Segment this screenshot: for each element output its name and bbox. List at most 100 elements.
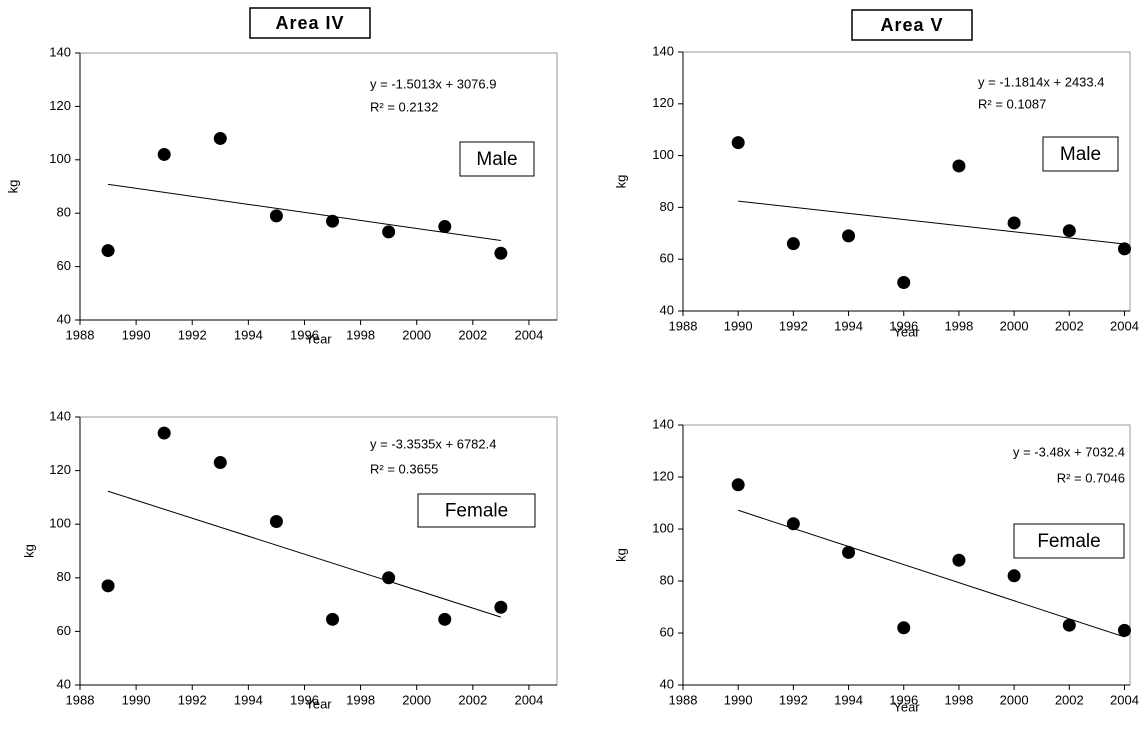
data-point (269, 209, 283, 223)
x-tick-label: 1990 (122, 327, 151, 342)
x-tick-label: 1994 (234, 692, 263, 707)
data-point (731, 478, 745, 492)
y-axis-label: kg (613, 175, 628, 189)
y-tick-label: 60 (57, 623, 71, 638)
x-tick-label: 2004 (514, 692, 543, 707)
x-tick-label: 1990 (122, 692, 151, 707)
x-tick-label: 1996 (290, 327, 319, 342)
r-squared: R² = 0.1087 (978, 96, 1046, 111)
y-tick-label: 140 (49, 408, 71, 423)
data-point (1007, 569, 1021, 583)
y-tick-label: 120 (49, 98, 71, 113)
x-tick-label: 2004 (1110, 318, 1139, 333)
trendline-equation: y = -3.3535x + 6782.4 (370, 436, 496, 451)
data-point (157, 426, 171, 440)
y-tick-label: 60 (660, 251, 674, 266)
annotation-box (1042, 136, 1119, 172)
x-tick-label: 1998 (346, 692, 375, 707)
x-tick-label: 1996 (290, 692, 319, 707)
y-tick-label: 140 (652, 43, 674, 58)
data-point (382, 225, 396, 239)
y-tick-label: 80 (660, 199, 674, 214)
x-tick-label: 1990 (724, 318, 753, 333)
annotation-box (1013, 523, 1125, 559)
data-point (101, 244, 115, 258)
x-tick-label: 2000 (402, 327, 431, 342)
x-tick-label: 1988 (66, 692, 95, 707)
y-tick-label: 40 (57, 676, 71, 691)
data-point (731, 136, 745, 150)
chart-title: Area V (880, 15, 943, 35)
trendline-equation: y = -1.1814x + 2433.4 (978, 74, 1104, 89)
y-tick-label: 60 (57, 258, 71, 273)
x-tick-label: 1988 (669, 692, 698, 707)
data-point (494, 600, 508, 614)
data-point (952, 159, 966, 173)
r-squared: R² = 0.2132 (370, 99, 438, 114)
x-tick-label: 1994 (834, 692, 863, 707)
y-tick-label: 100 (652, 147, 674, 162)
data-point (897, 276, 911, 290)
x-tick-label: 1998 (944, 318, 973, 333)
annotation-box (459, 141, 535, 177)
x-tick-label: 1998 (944, 692, 973, 707)
annotation-box (417, 493, 536, 528)
data-point (842, 229, 856, 243)
r-squared: R² = 0.3655 (370, 461, 438, 476)
y-tick-label: 40 (660, 676, 674, 691)
x-axis-label: Year (893, 699, 920, 714)
data-point (897, 621, 911, 635)
y-tick-label: 120 (652, 95, 674, 110)
y-axis-label: kg (5, 180, 20, 194)
x-axis-label: Year (305, 331, 332, 346)
annotation: Male (476, 149, 517, 170)
trendline (107, 490, 502, 618)
data-point (494, 246, 508, 260)
data-point (1007, 216, 1021, 230)
y-axis-label: kg (613, 548, 628, 562)
x-tick-label: 1992 (779, 692, 808, 707)
x-tick-label: 2002 (1055, 318, 1084, 333)
x-tick-label: 2000 (1000, 692, 1029, 707)
title-box (249, 7, 371, 39)
x-tick-label: 2004 (1110, 692, 1139, 707)
data-point (1062, 224, 1076, 238)
plot-border (79, 52, 558, 321)
x-tick-label: 2000 (1000, 318, 1029, 333)
data-point (157, 147, 171, 161)
x-axis-label: Year (893, 324, 920, 339)
plot-border (79, 416, 558, 686)
x-tick-label: 1998 (346, 327, 375, 342)
y-tick-label: 140 (652, 416, 674, 431)
y-tick-label: 40 (57, 311, 71, 326)
y-tick-label: 120 (49, 462, 71, 477)
y-tick-label: 80 (57, 569, 71, 584)
x-tick-label: 2000 (402, 692, 431, 707)
x-tick-label: 1992 (779, 318, 808, 333)
x-tick-label: 1994 (234, 327, 263, 342)
x-tick-label: 1988 (66, 327, 95, 342)
y-tick-label: 40 (660, 302, 674, 317)
data-point (326, 214, 340, 228)
y-tick-label: 100 (652, 520, 674, 535)
trendline-equation: y = -3.48x + 7032.4 (1013, 444, 1125, 459)
y-tick-label: 80 (57, 205, 71, 220)
trendline (738, 509, 1125, 638)
data-point (213, 131, 227, 145)
x-tick-label: 1992 (178, 327, 207, 342)
chart-title: Area IV (275, 13, 344, 33)
y-tick-label: 120 (652, 468, 674, 483)
x-tick-label: 1990 (724, 692, 753, 707)
data-point (786, 237, 800, 251)
data-point (1117, 242, 1131, 256)
x-tick-label: 1996 (889, 692, 918, 707)
r-squared: R² = 0.7046 (1057, 470, 1125, 485)
y-tick-label: 100 (49, 151, 71, 166)
x-tick-label: 2002 (458, 327, 487, 342)
trendline-equation: y = -1.5013x + 3076.9 (370, 76, 496, 91)
annotation: Female (1037, 531, 1100, 552)
trendline (107, 183, 501, 241)
data-point (1062, 618, 1076, 632)
data-point (213, 456, 227, 470)
